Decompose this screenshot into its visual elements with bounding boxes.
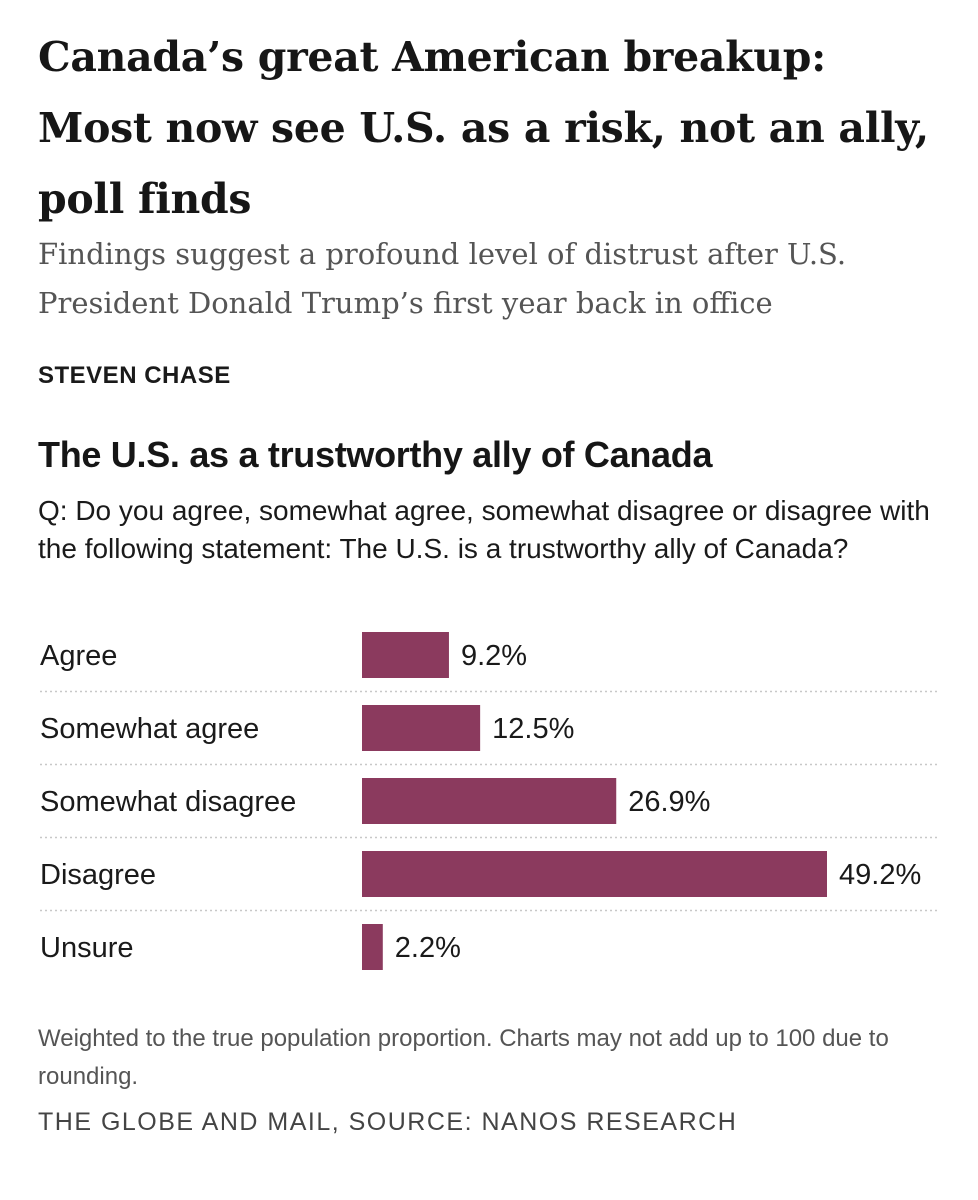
chart-source: THE GLOBE AND MAIL, SOURCE: NANOS RESEAR… [38, 1108, 738, 1136]
bar [362, 924, 383, 970]
chart-question: Q: Do you agree, somewhat agree, somewha… [38, 495, 930, 564]
subheadline: Findings suggest a profound level of dis… [38, 237, 847, 320]
bar [362, 778, 617, 824]
category-label: Agree [40, 640, 117, 672]
byline: STEVEN CHASE [38, 362, 231, 389]
value-label: 9.2% [461, 640, 527, 672]
category-label: Somewhat agree [40, 713, 259, 745]
bar [362, 705, 481, 751]
category-label: Disagree [40, 859, 156, 891]
category-label: Somewhat disagree [40, 786, 296, 818]
value-label: 26.9% [628, 786, 710, 818]
value-label: 12.5% [492, 713, 574, 745]
category-label: Unsure [40, 932, 134, 964]
bar-chart: Agree 9.2% Somewhat agree 12.5% Somewhat dis… [40, 632, 940, 970]
headline: Canada’s great American breakup: Most no… [38, 33, 929, 223]
bar [362, 632, 449, 678]
chart-title: The U.S. as a trustworthy ally of Canada [38, 434, 713, 475]
chart-footnote: Weighted to the true population proporti… [38, 1025, 889, 1090]
value-label: 2.2% [395, 932, 461, 964]
bar [362, 851, 827, 897]
value-label: 49.2% [839, 859, 921, 891]
